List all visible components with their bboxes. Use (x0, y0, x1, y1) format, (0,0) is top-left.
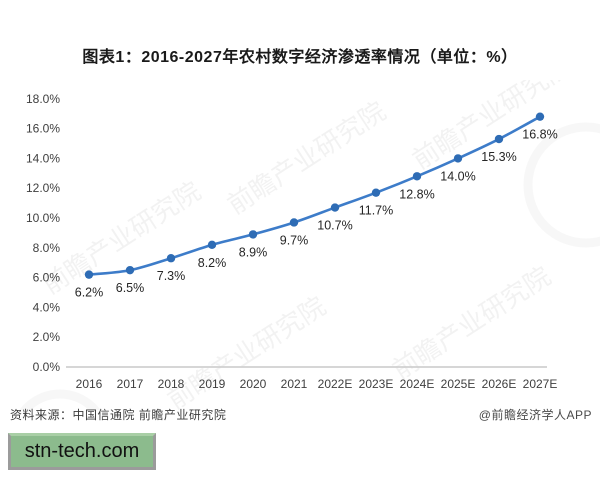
watermark-text: 前瞻产业研究院 (222, 96, 391, 220)
x-tick-label: 2020 (240, 377, 267, 391)
data-point (125, 265, 135, 275)
x-tick-label: 2026E (482, 377, 517, 391)
x-tick-label: 2022E (318, 377, 353, 391)
x-axis-labels: 2016 2017 2018 2019 2020 2021 2022E 2023E 2024E 2… (76, 377, 558, 391)
y-axis-labels: 0.0% 2.0% 4.0% 6.0% 8.0% 10.0% 12.0% 14.0% 16.0%… (26, 92, 60, 374)
x-tick-label: 2023E (359, 377, 394, 391)
data-point-label: 6.5% (116, 281, 145, 295)
x-tick-label: 2027E (523, 377, 558, 391)
chart-title: 图表1：2016-2027年农村数字经济渗透率情况（单位：%） (82, 49, 518, 66)
x-tick-label: 2019 (199, 377, 226, 391)
data-point-label: 8.2% (198, 256, 227, 270)
data-point (84, 270, 94, 279)
y-tick-label: 4.0% (33, 300, 61, 314)
data-point (166, 254, 176, 263)
y-tick-label: 12.0% (26, 181, 60, 195)
y-tick-label: 14.0% (26, 151, 60, 165)
watermark-stamp (19, 389, 101, 410)
y-tick-label: 0.0% (33, 360, 61, 374)
x-tick-label: 2021 (281, 377, 308, 391)
x-tick-label: 2024E (400, 377, 435, 391)
y-tick-label: 16.0% (26, 122, 60, 136)
data-point (248, 230, 258, 239)
y-tick-label: 2.0% (33, 330, 61, 344)
data-point (412, 172, 422, 181)
x-tick-label: 2017 (117, 377, 144, 391)
watermark-text: 前瞻产业研究院 (162, 291, 331, 410)
y-tick-label: 8.0% (33, 241, 61, 255)
y-tick-label: 18.0% (26, 92, 60, 106)
watermark-stamp (523, 122, 600, 248)
data-point-label: 7.3% (157, 269, 186, 283)
source-note: 资料来源：中国信通院 前瞻产业研究院 (10, 408, 227, 422)
y-tick-label: 10.0% (26, 211, 60, 225)
x-tick-label: 2018 (158, 377, 185, 391)
x-tick-label: 2025E (441, 377, 476, 391)
data-point (494, 134, 504, 144)
data-point (289, 218, 299, 227)
data-point (207, 240, 217, 250)
data-point (453, 154, 463, 163)
data-series (84, 112, 545, 279)
data-point-labels: 6.2% 6.5% 7.3% 8.2% 8.9% 9.7% 10.7% 11.7% 12.8% 1… (75, 128, 558, 300)
data-point (371, 188, 381, 197)
data-point-label: 14.0% (440, 169, 475, 183)
y-tick-label: 6.0% (33, 271, 61, 285)
data-point-label: 10.7% (317, 219, 352, 233)
data-point-label: 9.7% (280, 233, 309, 247)
data-point-label: 16.8% (522, 128, 557, 142)
data-point (535, 112, 545, 121)
data-point-label: 12.8% (399, 187, 434, 201)
data-point-label: 15.3% (481, 150, 516, 164)
x-tick-label: 2016 (76, 377, 103, 391)
watermark-badge: stn-tech.com (8, 433, 156, 470)
data-point-label: 6.2% (75, 286, 104, 300)
data-point (330, 203, 340, 212)
data-point-label: 8.9% (239, 245, 268, 259)
chart-canvas: 前瞻产业研究院前瞻产业研究院前瞻产业研究院前瞻产业研究院前瞻产业研究院前瞻产业研… (19, 80, 600, 410)
credit-note: @前瞻经济学人APP (478, 408, 592, 422)
data-point-label: 11.7% (359, 204, 394, 218)
